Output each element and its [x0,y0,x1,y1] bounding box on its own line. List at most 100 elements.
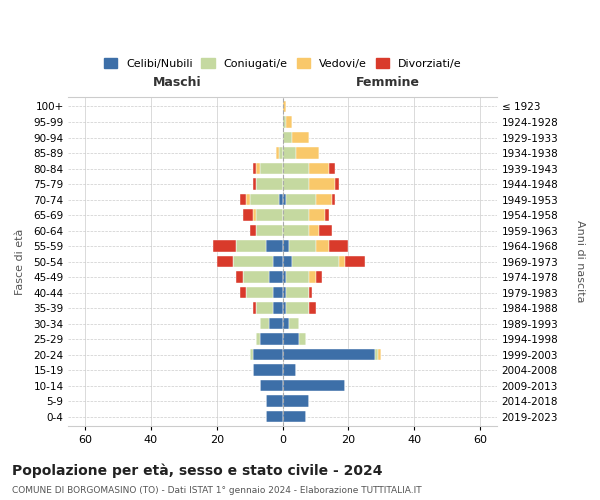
Bar [283,256,292,268]
Bar [283,334,299,345]
Bar [217,256,233,268]
Bar [250,194,279,205]
Bar [283,132,292,143]
Bar [253,209,256,221]
Bar [233,256,273,268]
Bar [283,349,375,360]
Bar [289,240,316,252]
Bar [260,334,283,345]
Bar [309,302,316,314]
Bar [283,287,286,298]
Bar [253,349,283,360]
Bar [283,380,345,392]
Bar [269,318,283,330]
Bar [256,209,283,221]
Bar [247,287,273,298]
Bar [283,225,309,236]
Legend: Celibi/Nubili, Coniugati/e, Vedovi/e, Divorziati/e: Celibi/Nubili, Coniugati/e, Vedovi/e, Di… [99,54,466,73]
Bar [260,380,283,392]
Bar [316,194,332,205]
Bar [309,178,335,190]
Bar [329,162,335,174]
Bar [332,194,335,205]
Y-axis label: Fasce di età: Fasce di età [15,228,25,295]
Bar [292,132,309,143]
Bar [309,209,325,221]
Bar [309,225,319,236]
Bar [247,194,250,205]
Bar [240,194,247,205]
Bar [299,334,305,345]
Bar [283,272,286,283]
Bar [309,287,312,298]
Text: Femmine: Femmine [356,76,420,90]
Bar [283,318,289,330]
Bar [269,272,283,283]
Bar [236,272,243,283]
Bar [286,194,316,205]
Bar [273,256,283,268]
Bar [292,256,338,268]
Bar [250,349,253,360]
Bar [260,318,269,330]
Bar [236,240,266,252]
Bar [283,100,286,112]
Bar [289,318,299,330]
Bar [243,272,269,283]
Bar [345,256,365,268]
Bar [338,256,345,268]
Bar [335,178,338,190]
Bar [266,396,283,407]
Text: COMUNE DI BORGOMASINO (TO) - Dati ISTAT 1° gennaio 2024 - Elaborazione TUTTITALI: COMUNE DI BORGOMASINO (TO) - Dati ISTAT … [12,486,422,495]
Bar [283,302,286,314]
Bar [266,411,283,422]
Bar [286,287,309,298]
Bar [309,272,316,283]
Bar [286,272,309,283]
Bar [279,194,283,205]
Bar [375,349,378,360]
Bar [283,162,309,174]
Bar [316,272,322,283]
Bar [253,178,256,190]
Bar [256,225,283,236]
Bar [286,116,292,128]
Bar [253,162,256,174]
Bar [256,162,260,174]
Bar [296,147,319,159]
Bar [279,147,283,159]
Bar [276,147,279,159]
Bar [283,396,309,407]
Bar [283,178,309,190]
Bar [283,209,309,221]
Bar [250,225,256,236]
Bar [283,147,296,159]
Bar [256,178,283,190]
Bar [325,209,329,221]
Bar [286,302,309,314]
Bar [283,194,286,205]
Bar [253,302,256,314]
Text: Popolazione per età, sesso e stato civile - 2024: Popolazione per età, sesso e stato civil… [12,463,383,477]
Bar [316,240,329,252]
Bar [273,302,283,314]
Bar [266,240,283,252]
Bar [260,162,283,174]
Bar [256,334,260,345]
Text: Maschi: Maschi [153,76,202,90]
Bar [329,240,349,252]
Bar [283,411,305,422]
Bar [214,240,236,252]
Bar [283,364,296,376]
Bar [378,349,382,360]
Bar [283,116,286,128]
Bar [253,364,283,376]
Y-axis label: Anni di nascita: Anni di nascita [575,220,585,303]
Bar [273,287,283,298]
Bar [309,162,329,174]
Bar [240,287,247,298]
Bar [319,225,332,236]
Bar [283,240,289,252]
Bar [256,302,273,314]
Bar [243,209,253,221]
